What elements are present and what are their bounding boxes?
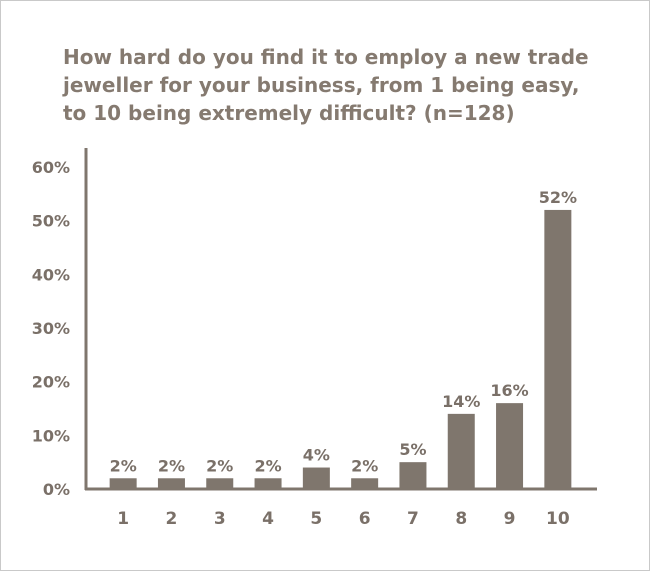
data-label-6: 2% — [351, 456, 378, 475]
data-label-5: 4% — [303, 446, 330, 465]
y-tick-label: 40% — [32, 265, 70, 284]
data-label-1: 2% — [110, 456, 137, 475]
data-label-9: 16% — [490, 381, 528, 400]
chart-title: How hard do you find it to employ a new … — [63, 43, 623, 127]
bar-8 — [447, 413, 475, 489]
y-tick-label: 50% — [32, 212, 70, 231]
x-tick-label-4: 4 — [262, 509, 274, 529]
y-tick-label: 30% — [32, 319, 70, 338]
y-tick-label: 0% — [43, 480, 70, 499]
data-label-3: 2% — [206, 456, 233, 475]
bar-4 — [254, 478, 282, 489]
chart-title-line-3: to 10 being extremely difficult? (n=128) — [63, 101, 515, 125]
data-label-4: 2% — [254, 456, 281, 475]
bar-9 — [496, 403, 524, 489]
data-label-10: 52% — [539, 188, 577, 207]
bar-6 — [351, 478, 379, 489]
data-label-7: 5% — [399, 440, 426, 459]
bar-5 — [302, 467, 330, 489]
y-tick-label: 10% — [32, 426, 70, 445]
bar-1 — [109, 478, 137, 489]
chart-title-line-1: How hard do you find it to employ a new … — [63, 45, 589, 69]
x-tick-label-3: 3 — [214, 509, 226, 529]
data-label-2: 2% — [158, 456, 185, 475]
x-tick-label-2: 2 — [166, 509, 178, 529]
x-tick-label-10: 10 — [546, 509, 570, 529]
bar-3 — [206, 478, 234, 489]
x-tick-label-9: 9 — [504, 509, 516, 529]
x-tick-label-7: 7 — [407, 509, 419, 529]
bar-2 — [157, 478, 185, 489]
x-tick-label-8: 8 — [455, 509, 467, 529]
x-tick-label-6: 6 — [359, 509, 371, 529]
chart-title-line-2: jeweller for your business, from 1 being… — [63, 73, 580, 97]
y-tick-label: 20% — [32, 373, 70, 392]
x-tick-label-5: 5 — [310, 509, 322, 529]
bar-7 — [399, 462, 427, 489]
data-label-8: 14% — [442, 392, 480, 411]
bar-10 — [544, 209, 572, 489]
y-tick-label: 60% — [32, 158, 70, 177]
x-tick-label-1: 1 — [117, 509, 129, 529]
